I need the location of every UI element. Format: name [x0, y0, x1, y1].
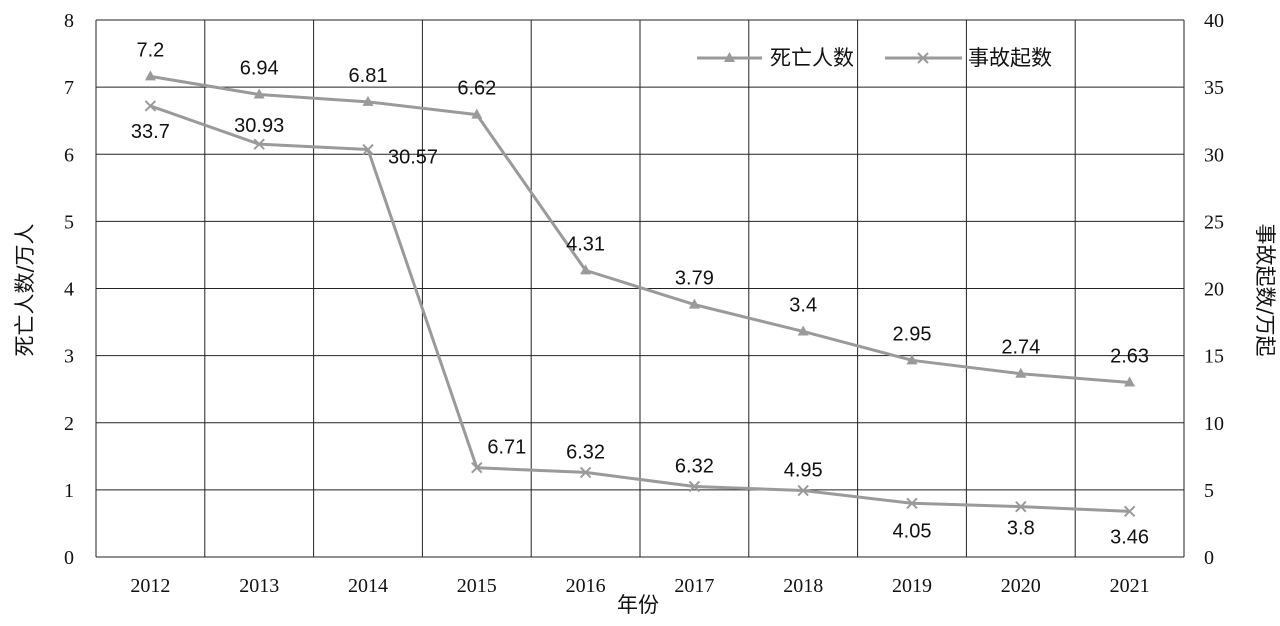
marker-accidents [362, 143, 374, 156]
y-left-tick-label: 5 [64, 211, 74, 233]
marker-accidents [1123, 505, 1136, 518]
x-tick-label: 2014 [348, 575, 388, 597]
marker-deaths [362, 95, 374, 106]
data-label-accidents: 6.32 [675, 456, 714, 478]
x-tick-label: 2018 [783, 575, 823, 597]
marker-deaths [253, 88, 265, 99]
data-label-deaths: 4.31 [566, 233, 605, 255]
legend-label-deaths: 死亡人数 [770, 46, 854, 70]
x-tick-label: 2020 [1001, 575, 1041, 597]
x-tick-label: 2013 [239, 575, 279, 597]
ticks: 0 1 2 3 4 5 6 7 8 0 5 10 15 20 25 30 35 40 2012 2013 2014 201… [64, 10, 1224, 597]
marker-accidents [253, 138, 265, 150]
series-lines [149, 74, 1130, 513]
data-label-accidents: 4.05 [893, 520, 932, 542]
x-tick-label: 2015 [457, 575, 497, 597]
legend-triangle-marker [724, 52, 735, 62]
data-label-deaths: 2.74 [1001, 337, 1040, 359]
y-left-tick-label: 8 [64, 10, 74, 32]
marker-accidents [579, 466, 592, 479]
y-right-tick-label: 35 [1204, 77, 1224, 99]
y-right-tick-label: 5 [1204, 480, 1214, 502]
marker-accidents [797, 484, 809, 497]
marker-deaths [144, 70, 156, 81]
data-label-accidents: 33.7 [131, 121, 170, 143]
y-axis-right-title: 事故起数/万起 [1253, 223, 1277, 356]
x-axis-title: 年份 [617, 593, 659, 617]
x-tick-label: 2016 [566, 575, 606, 597]
x-tick-label: 2012 [130, 575, 170, 597]
data-labels: 7.2 6.94 6.81 6.62 4.31 3.79 3.4 2.95 2.74 2.63 33… [131, 39, 1149, 548]
y-right-tick-label: 30 [1204, 144, 1224, 166]
y-right-tick-label: 15 [1204, 346, 1224, 368]
data-label-deaths: 3.4 [789, 294, 817, 316]
series-line-deaths [150, 74, 1130, 384]
marker-accidents [688, 480, 701, 493]
y-right-tick-label: 25 [1204, 211, 1224, 233]
marker-deaths [1124, 376, 1136, 387]
marker-deaths [580, 264, 592, 275]
y-left-tick-label: 7 [64, 77, 74, 99]
x-tick-label: 2021 [1110, 575, 1150, 597]
y-left-tick-label: 2 [64, 413, 74, 435]
y-right-tick-label: 10 [1204, 413, 1224, 435]
series-line-accidents [149, 104, 1130, 513]
data-label-accidents: 4.95 [784, 460, 823, 482]
x-tick-label: 2019 [892, 575, 932, 597]
data-label-deaths: 6.94 [240, 58, 279, 80]
legend: 死亡人数 事故起数 [697, 46, 1052, 70]
legend-x-marker [917, 52, 929, 64]
data-label-accidents: 3.8 [1007, 518, 1035, 540]
y-right-tick-label: 40 [1204, 10, 1224, 32]
data-label-accidents: 30.93 [234, 115, 284, 137]
marker-deaths [797, 325, 809, 336]
data-label-accidents: 30.57 [388, 147, 438, 169]
marker-accidents [144, 100, 157, 112]
legend-label-accidents: 事故起数 [968, 46, 1052, 70]
data-label-deaths: 2.63 [1110, 345, 1149, 367]
marker-deaths [906, 354, 918, 365]
data-label-accidents: 6.71 [487, 437, 526, 459]
marker-deaths [688, 298, 700, 309]
marker-accidents [1015, 500, 1027, 513]
data-label-accidents: 3.46 [1110, 526, 1149, 548]
y-left-tick-label: 1 [64, 480, 74, 502]
data-label-deaths: 7.2 [136, 39, 164, 61]
marker-deaths [471, 108, 483, 119]
marker-accidents [471, 462, 483, 474]
data-label-accidents: 6.32 [566, 441, 605, 463]
data-label-deaths: 6.81 [349, 65, 388, 87]
marker-accidents [906, 497, 918, 510]
markers [144, 70, 1136, 518]
y-left-tick-label: 0 [64, 547, 74, 569]
y-left-tick-label: 4 [64, 279, 74, 301]
y-left-tick-label: 6 [64, 144, 74, 166]
data-label-deaths: 2.95 [893, 323, 932, 345]
y-right-tick-label: 20 [1204, 279, 1224, 301]
x-tick-label: 2017 [674, 575, 714, 597]
marker-deaths [1015, 367, 1027, 378]
data-label-deaths: 3.79 [675, 268, 714, 290]
y-left-tick-label: 3 [64, 346, 74, 368]
y-right-tick-label: 0 [1204, 547, 1214, 569]
y-axis-left-title: 死亡人数/万人 [13, 223, 37, 356]
data-label-deaths: 6.62 [457, 78, 496, 100]
